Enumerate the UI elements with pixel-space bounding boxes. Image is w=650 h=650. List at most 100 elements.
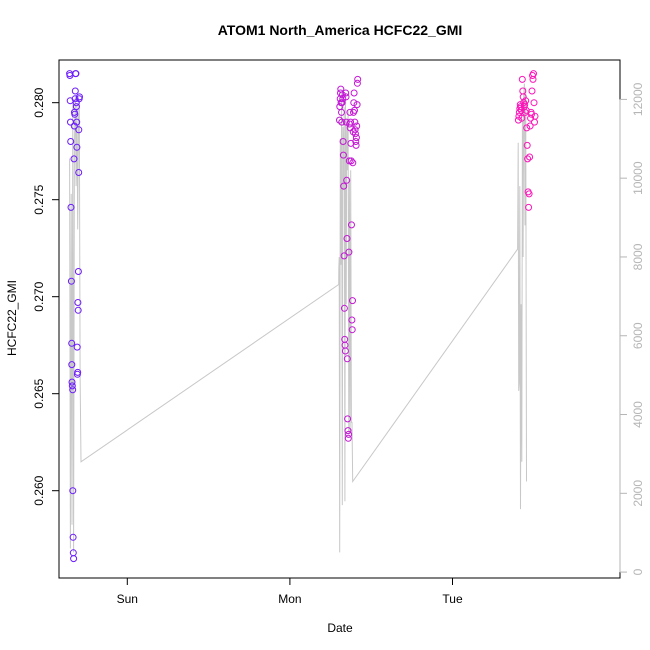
- data-point: [354, 75, 362, 83]
- data-point: [525, 190, 533, 198]
- data-point: [518, 114, 526, 122]
- data-point: [526, 153, 534, 161]
- data-point: [351, 126, 359, 134]
- data-point: [67, 277, 75, 285]
- data-point: [345, 248, 353, 256]
- data-point: [71, 87, 79, 95]
- data-point: [337, 89, 344, 97]
- data-point: [522, 97, 530, 105]
- data-point: [76, 93, 83, 101]
- data-point: [68, 361, 76, 369]
- data-point: [73, 343, 81, 351]
- data-point: [530, 99, 538, 107]
- y-tick-label: 0.270: [32, 281, 46, 311]
- data-point: [70, 555, 78, 563]
- data-point: [68, 382, 76, 390]
- y-right-tick-label: 6000: [631, 322, 645, 349]
- data-point: [352, 134, 360, 142]
- data-point: [523, 141, 531, 149]
- data-point: [350, 89, 358, 97]
- data-point: [518, 75, 526, 83]
- data-point: [338, 99, 346, 107]
- data-point: [528, 87, 536, 95]
- y-right-tick-label: 0: [631, 568, 645, 575]
- data-point: [340, 304, 348, 312]
- data-point: [352, 138, 360, 145]
- data-point: [67, 138, 75, 145]
- data-point: [344, 434, 352, 442]
- data-point: [69, 533, 77, 541]
- data-point: [514, 116, 522, 124]
- data-point: [347, 157, 355, 165]
- data-point: [526, 122, 534, 130]
- chart-title: ATOM1 North_America HCFC22_GMI: [218, 22, 463, 38]
- data-point: [72, 70, 80, 78]
- x-tick-label: Sun: [117, 592, 138, 606]
- data-point: [344, 427, 352, 435]
- x-tick-label: Tue: [442, 592, 463, 606]
- y-tick-label: 0.265: [32, 378, 46, 408]
- data-point: [347, 118, 355, 126]
- y-tick-label: 0.275: [32, 184, 46, 214]
- data-point: [352, 141, 360, 149]
- data-point: [351, 118, 359, 126]
- data-point: [345, 430, 353, 438]
- data-point: [345, 157, 353, 165]
- data-point: [348, 316, 356, 324]
- data-point: [343, 176, 351, 184]
- data-point: [530, 70, 537, 78]
- data-point: [336, 116, 343, 124]
- y-right-tick-label: 2000: [631, 480, 645, 507]
- data-point: [346, 108, 354, 116]
- data-point: [68, 378, 76, 386]
- data-point: [353, 79, 361, 87]
- data-point: [70, 155, 78, 163]
- data-point: [74, 268, 82, 275]
- data-point: [343, 355, 351, 363]
- data-point: [524, 155, 532, 163]
- data-point: [349, 159, 357, 167]
- data-point: [341, 347, 349, 355]
- y-tick-label: 0.280: [32, 87, 46, 117]
- data-point: [339, 151, 347, 159]
- axes: 0.260 0.265 0.270 0.275 0.280 0 2000 4000 6000 80…: [32, 59, 645, 606]
- data-point: [343, 235, 351, 242]
- data-point: [74, 306, 82, 314]
- y-right-tick-label: 8000: [631, 243, 645, 270]
- data-point: [339, 138, 347, 145]
- data-point: [340, 182, 348, 190]
- y-axis-label: HCFC22_GMI: [5, 280, 19, 356]
- data-point: [74, 368, 82, 376]
- data-point: [338, 118, 346, 126]
- data-point: [72, 103, 80, 111]
- data-point: [353, 101, 361, 109]
- data-point: [525, 203, 533, 211]
- data-point: [342, 93, 350, 101]
- data-point: [71, 95, 79, 103]
- data-point: [69, 487, 77, 495]
- y-right-tick-label: 12000: [631, 82, 645, 116]
- data-point: [348, 221, 355, 229]
- x-tick-label: Mon: [278, 592, 301, 606]
- points-series: [66, 70, 539, 563]
- data-point: [528, 110, 535, 118]
- x-axis-label: Date: [327, 621, 353, 635]
- data-point: [353, 122, 361, 130]
- data-point: [349, 128, 357, 136]
- data-point: [349, 297, 356, 305]
- data-point: [74, 299, 82, 306]
- data-point: [69, 386, 77, 394]
- data-point: [73, 118, 81, 126]
- data-point: [67, 203, 75, 211]
- data-point: [344, 415, 352, 423]
- y-right-tick-label: 4000: [631, 401, 645, 428]
- data-point: [68, 339, 76, 347]
- data-point: [338, 108, 345, 116]
- data-point: [523, 124, 531, 132]
- data-point: [75, 126, 83, 134]
- y-right-tick-label: 10000: [631, 161, 645, 195]
- data-point: [75, 169, 83, 176]
- data-point: [351, 106, 358, 114]
